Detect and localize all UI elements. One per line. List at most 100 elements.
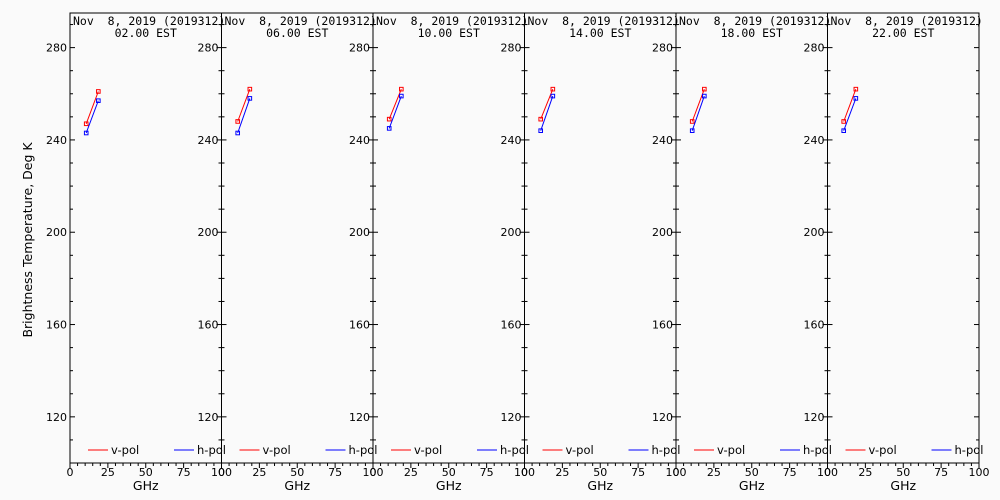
data-point-v-pol	[538, 116, 544, 122]
data-point-v-pol	[853, 86, 859, 92]
x-axis-label: GHz	[436, 478, 462, 493]
y-tick-label: 280	[501, 42, 522, 55]
y-tick-label: 240	[804, 134, 825, 147]
x-tick-label: 75	[783, 466, 797, 479]
y-tick-label: 120	[198, 411, 219, 424]
y-tick-label: 280	[804, 42, 825, 55]
panel-subtitle: 14.00 EST	[569, 26, 631, 40]
data-point-h-pol	[386, 126, 392, 131]
y-tick-label: 240	[501, 134, 522, 147]
x-tick-label: 100	[514, 466, 535, 479]
y-tick-label: 160	[804, 319, 825, 332]
y-tick-label: 240	[46, 134, 67, 147]
data-point-v-pol	[550, 86, 556, 92]
series-line-v-pol	[237, 89, 251, 122]
x-tick-label: 25	[404, 466, 418, 479]
x-axis-label: GHz	[587, 478, 613, 493]
x-axis-label: GHz	[890, 478, 916, 493]
x-tick-label: 25	[555, 466, 569, 479]
x-tick-label: 100	[817, 466, 838, 479]
series-line-h-pol	[85, 100, 99, 134]
y-tick-label: 280	[652, 42, 673, 55]
panels-group: 120 160 200 240 280 0 25 50 75 100 GHz Nov 8, 2019 …	[46, 12, 990, 493]
x-axis-label: GHz	[133, 478, 159, 493]
y-tick-label: 120	[804, 411, 825, 424]
panel-subtitle: 22.00 EST	[872, 26, 934, 40]
x-axis-label: GHz	[739, 478, 765, 493]
x-tick-label: 75	[177, 466, 191, 479]
panel-subtitle: 10.00 EST	[418, 26, 480, 40]
legend-label-v-pol: v-pol	[414, 443, 442, 457]
data-point-h-pol	[853, 96, 859, 101]
y-tick-label: 160	[198, 319, 219, 332]
x-tick-label: 25	[252, 466, 266, 479]
x-tick-label: 50	[139, 466, 153, 479]
panel-title: Nov 8, 2019 (2019312)	[528, 14, 680, 28]
series-line-h-pol	[237, 98, 251, 134]
x-tick-label: 0	[67, 466, 74, 479]
data-point-v-pol	[386, 116, 392, 122]
panel-subtitle: 18.00 EST	[721, 26, 783, 40]
y-tick-label: 120	[46, 411, 67, 424]
panel-title: Nov 8, 2019 (2019312)	[679, 14, 831, 28]
x-tick-label: 0	[218, 466, 225, 479]
panel-1: 120 160 200 240 280 0 25 50 75 100 GHz Nov 8, 2019 …	[46, 12, 232, 493]
data-point-v-pol	[83, 121, 89, 127]
data-point-v-pol	[702, 86, 707, 92]
series-line-v-pol	[85, 91, 99, 124]
legend-label-h-pol: h-pol	[652, 443, 681, 457]
x-tick-label: 0	[521, 466, 528, 479]
legend-label-v-pol: v-pol	[566, 443, 594, 457]
y-tick-label: 160	[46, 319, 67, 332]
x-tick-label: 75	[631, 466, 645, 479]
x-tick-label: 100	[969, 466, 990, 479]
panel-title: Nov 8, 2019 (2019312)	[831, 14, 983, 28]
x-tick-label: 50	[442, 466, 456, 479]
panel-6: 120 160 200 240 280 0 25 50 75 100 GHz Nov 8, 2019 …	[804, 12, 990, 493]
y-tick-label: 120	[349, 411, 370, 424]
legend-label-h-pol: h-pol	[803, 443, 832, 457]
legend-label-v-pol: v-pol	[717, 443, 745, 457]
data-point-h-pol	[689, 128, 695, 133]
y-tick-label: 200	[652, 226, 673, 239]
data-point-v-pol	[689, 119, 695, 124]
series-line-h-pol	[843, 98, 857, 131]
data-point-h-pol	[550, 93, 556, 99]
data-point-h-pol	[235, 130, 241, 136]
y-tick-label: 160	[349, 319, 370, 332]
data-point-h-pol	[538, 128, 544, 133]
x-tick-label: 0	[673, 466, 680, 479]
data-point-h-pol	[96, 98, 101, 103]
y-tick-label: 200	[349, 226, 370, 239]
y-tick-label: 280	[349, 42, 370, 55]
y-tick-label: 240	[198, 134, 219, 147]
data-point-v-pol	[247, 86, 253, 92]
legend-label-v-pol: v-pol	[869, 443, 897, 457]
data-point-v-pol	[96, 89, 101, 94]
y-tick-label: 200	[804, 226, 825, 239]
y-tick-label: 120	[652, 411, 673, 424]
data-point-h-pol	[83, 130, 89, 136]
x-tick-label: 75	[934, 466, 948, 479]
series-line-h-pol	[388, 95, 402, 129]
x-axis-label: GHz	[284, 478, 310, 493]
x-tick-label: 75	[328, 466, 342, 479]
panel-2: 120 160 200 240 280 0 25 50 75 100 GHz Nov 8, 2019 …	[198, 12, 384, 493]
y-tick-label: 120	[501, 411, 522, 424]
x-tick-label: 50	[745, 466, 759, 479]
x-tick-label: 100	[363, 466, 384, 479]
panel-subtitle: 02.00 EST	[115, 26, 177, 40]
y-tick-label: 240	[652, 134, 673, 147]
y-tick-label: 280	[46, 42, 67, 55]
data-point-h-pol	[247, 96, 253, 101]
series-line-h-pol	[540, 95, 554, 131]
panel-3: 120 160 200 240 280 0 25 50 75 100 GHz Nov 8, 2019 …	[349, 12, 535, 493]
x-tick-label: 100	[211, 466, 232, 479]
y-tick-label: 240	[349, 134, 370, 147]
panel-title: Nov 8, 2019 (2019312)	[376, 14, 528, 28]
x-tick-label: 50	[290, 466, 304, 479]
panel-4: 120 160 200 240 280 0 25 50 75 100 GHz Nov 8, 2019 …	[501, 12, 687, 493]
y-tick-label: 200	[501, 226, 522, 239]
legend-label-v-pol: v-pol	[263, 443, 291, 457]
